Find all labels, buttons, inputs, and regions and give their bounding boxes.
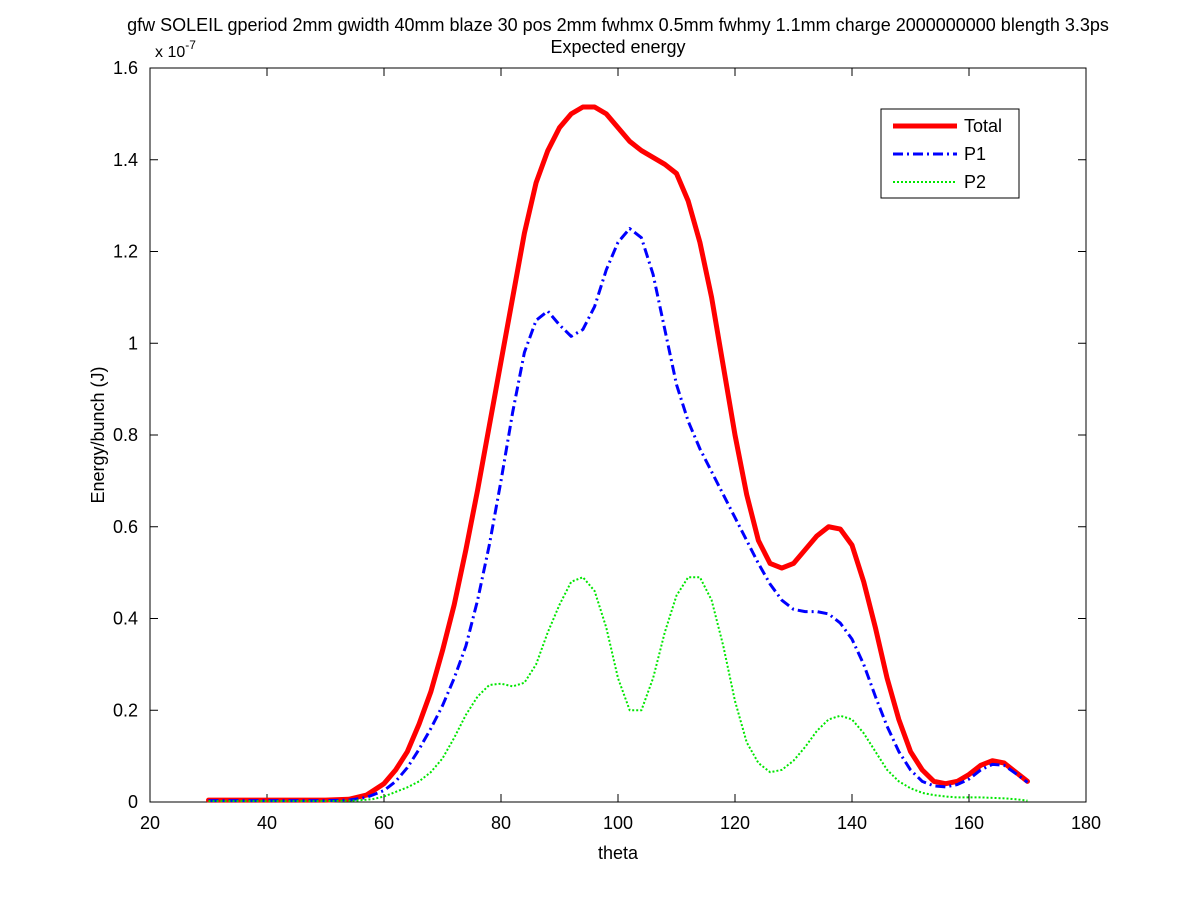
y-tick-label: 0.8: [113, 425, 138, 445]
legend-label-total: Total: [964, 116, 1002, 136]
y-tick-label: 0.2: [113, 700, 138, 720]
y-tick-label: 0.6: [113, 517, 138, 537]
y-tick-label: 0: [128, 792, 138, 812]
legend-label-p1: P1: [964, 144, 986, 164]
legend-label-p2: P2: [964, 172, 986, 192]
y-tick-label: 0.4: [113, 609, 138, 629]
x-tick-label: 80: [491, 813, 511, 833]
x-tick-label: 100: [603, 813, 633, 833]
x-tick-label: 40: [257, 813, 277, 833]
y-multiplier-exponent: -7: [185, 38, 196, 52]
x-tick-label: 180: [1071, 813, 1101, 833]
series-line-p2: [208, 576, 1028, 803]
y-tick-label: 1.4: [113, 150, 138, 170]
x-tick-label: 20: [140, 813, 160, 833]
x-tick-label: 140: [837, 813, 867, 833]
y-axis-label: Energy/bunch (J): [88, 366, 108, 503]
legend: Total P1 P2: [880, 108, 1020, 199]
y-tick-label: 1.6: [113, 58, 138, 78]
y-tick-label: 1.2: [113, 242, 138, 262]
series-line-p1: [208, 227, 1029, 803]
series-line-total: [206, 104, 1030, 803]
series-layer: [206, 104, 1030, 803]
x-tick-label: 60: [374, 813, 394, 833]
axis-ticks: 20 40 60 80 100 120 140 160 180 0 0.2 0.4 0.6 0.8 1 1.2…: [113, 58, 1101, 833]
chart-title-line1: gfw SOLEIL gperiod 2mm gwidth 40mm blaze…: [127, 15, 1109, 35]
x-tick-label: 120: [720, 813, 750, 833]
y-tick-label: 1: [128, 333, 138, 353]
y-multiplier-base: x 10: [155, 44, 185, 61]
x-axis-label: theta: [598, 843, 639, 863]
chart-title-line2: Expected energy: [550, 37, 685, 57]
y-multiplier: x 10-7: [155, 38, 196, 61]
x-tick-label: 160: [954, 813, 984, 833]
